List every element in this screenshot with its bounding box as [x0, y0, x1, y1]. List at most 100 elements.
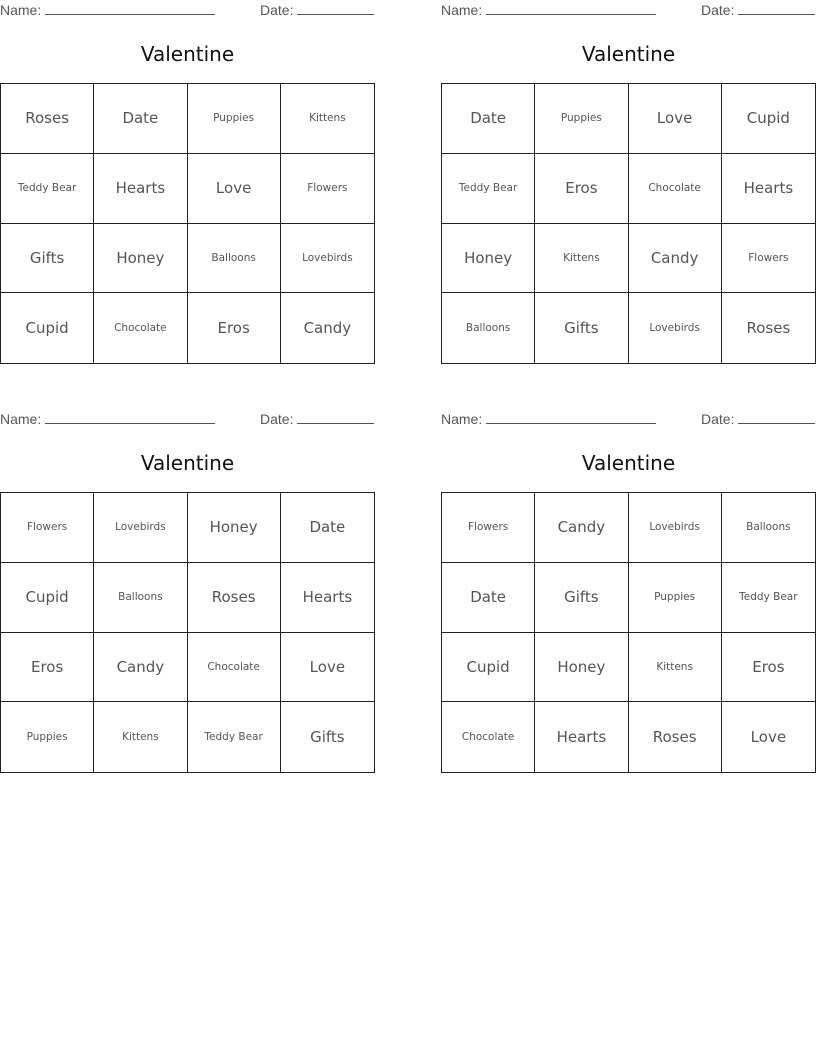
bingo-cell: Chocolate — [94, 293, 188, 363]
name-line[interactable] — [45, 411, 216, 424]
name-label: Name: — [0, 2, 42, 18]
date-line[interactable] — [738, 411, 816, 424]
date-label: Date: — [701, 411, 735, 427]
bingo-grid: Date Puppies Love Cupid Teddy Bear Eros Chocol… — [441, 83, 816, 364]
card-title: Valentine — [140, 451, 235, 475]
bingo-cell: Date — [442, 84, 536, 154]
bingo-cell: Gifts — [1, 223, 95, 294]
bingo-cell: Teddy Bear — [188, 702, 281, 772]
date-label: Date: — [701, 2, 735, 18]
date-field[interactable]: Date: — [701, 411, 816, 427]
date-field[interactable]: Date: — [260, 2, 375, 18]
date-field[interactable]: Date: — [701, 2, 816, 18]
bingo-cell: Honey — [535, 632, 629, 703]
name-label: Name: — [441, 411, 483, 427]
bingo-cell: Roses — [629, 702, 722, 772]
bingo-grid: Roses Date Puppies Kittens Teddy Bear Hearts L… — [0, 83, 375, 364]
bingo-cell: Date — [280, 493, 374, 563]
bingo-cell: Hearts — [94, 153, 188, 224]
bingo-cell: Eros — [1, 632, 95, 703]
bingo-cell: Chocolate — [628, 153, 722, 224]
bingo-cell: Kittens — [628, 632, 722, 703]
date-line[interactable] — [738, 2, 816, 15]
bingo-card: Name: Date: Valentine Flowers Candy Lovebirds… — [441, 409, 816, 774]
bingo-cell: Flowers — [721, 224, 815, 294]
bingo-card: Name: Date: Valentine Roses Date Puppies Kitte… — [0, 0, 375, 365]
bingo-cell: Honey — [94, 223, 188, 294]
bingo-cell: Kittens — [280, 84, 374, 154]
bingo-cell: Candy — [94, 632, 188, 703]
bingo-cell: Love — [628, 84, 722, 154]
bingo-cell: Candy — [628, 223, 722, 294]
name-line[interactable] — [45, 2, 216, 15]
bingo-cell: Love — [750, 728, 787, 747]
bingo-cell: Eros — [721, 633, 815, 703]
bingo-cell: Lovebirds — [280, 224, 374, 294]
bingo-grid: Flowers Lovebirds Honey Date Cupid Balloons Ro… — [0, 492, 375, 773]
bingo-cell: Balloons — [442, 293, 536, 363]
date-field[interactable]: Date: — [260, 411, 375, 427]
name-field[interactable]: Name: — [441, 411, 657, 427]
bingo-cell: Roses — [746, 319, 791, 338]
name-line[interactable] — [486, 2, 657, 15]
bingo-cell: Date — [94, 84, 188, 154]
bingo-cell: Balloons — [187, 223, 281, 294]
bingo-cell: Candy — [303, 319, 352, 338]
bingo-cell: Puppies — [628, 562, 722, 633]
bingo-card: Name: Date: Valentine Flowers Lovebirds Honey… — [0, 409, 375, 774]
card-title: Valentine — [581, 451, 676, 475]
bingo-cell: Eros — [188, 293, 281, 363]
bingo-cell: Eros — [535, 153, 629, 224]
bingo-cell: Gifts — [310, 728, 345, 747]
bingo-cell: Flowers — [280, 154, 374, 224]
date-label: Date: — [260, 2, 294, 18]
bingo-cell: Love — [280, 633, 374, 703]
bingo-cell: Roses — [187, 562, 281, 633]
name-label: Name: — [441, 2, 483, 18]
bingo-cell: Cupid — [1, 562, 95, 633]
bingo-grid: Flowers Candy Lovebirds Balloons Date Gifts Pu… — [441, 492, 816, 773]
bingo-cell: Lovebirds — [629, 293, 722, 363]
bingo-cell: Gifts — [535, 293, 629, 363]
name-label: Name: — [0, 411, 42, 427]
bingo-cell: Balloons — [721, 493, 815, 563]
bingo-cell: Cupid — [1, 293, 95, 363]
bingo-cell: Hearts — [721, 154, 815, 224]
bingo-cell: Kittens — [535, 223, 629, 294]
bingo-cell: Candy — [535, 493, 629, 563]
bingo-cell: Chocolate — [442, 702, 536, 772]
bingo-cell: Cupid — [721, 84, 815, 154]
bingo-cell: Puppies — [535, 84, 629, 154]
bingo-card: Name: Date: Valentine Date Puppies Love Cupid T… — [441, 0, 816, 365]
bingo-cell: Flowers — [442, 493, 536, 563]
bingo-cell: Gifts — [535, 562, 629, 633]
date-line[interactable] — [297, 411, 375, 424]
bingo-cell: Lovebirds — [628, 493, 722, 563]
bingo-cell: Cupid — [442, 632, 536, 703]
card-title: Valentine — [581, 42, 676, 66]
bingo-cell: Teddy Bear — [721, 563, 815, 633]
bingo-cell: Date — [442, 562, 536, 633]
bingo-cell: Hearts — [535, 702, 629, 772]
bingo-cell: Teddy Bear — [1, 153, 95, 224]
bingo-cell: Love — [187, 153, 281, 224]
date-label: Date: — [260, 411, 294, 427]
bingo-cell: Flowers — [1, 493, 95, 563]
date-line[interactable] — [297, 2, 375, 15]
bingo-cell: Honey — [187, 493, 281, 563]
bingo-cell: Honey — [442, 223, 536, 294]
bingo-cell: Chocolate — [187, 632, 281, 703]
bingo-cell: Balloons — [94, 562, 188, 633]
name-field[interactable]: Name: — [0, 411, 216, 427]
bingo-cell: Hearts — [280, 563, 374, 633]
name-field[interactable]: Name: — [0, 2, 216, 18]
bingo-cell: Kittens — [94, 702, 188, 772]
bingo-cell: Puppies — [1, 702, 95, 772]
name-field[interactable]: Name: — [441, 2, 657, 18]
name-line[interactable] — [486, 411, 657, 424]
bingo-cell: Puppies — [187, 84, 281, 154]
bingo-cell: Teddy Bear — [442, 153, 536, 224]
bingo-cell: Roses — [1, 84, 95, 154]
bingo-cell: Lovebirds — [94, 493, 188, 563]
card-title: Valentine — [140, 42, 235, 66]
